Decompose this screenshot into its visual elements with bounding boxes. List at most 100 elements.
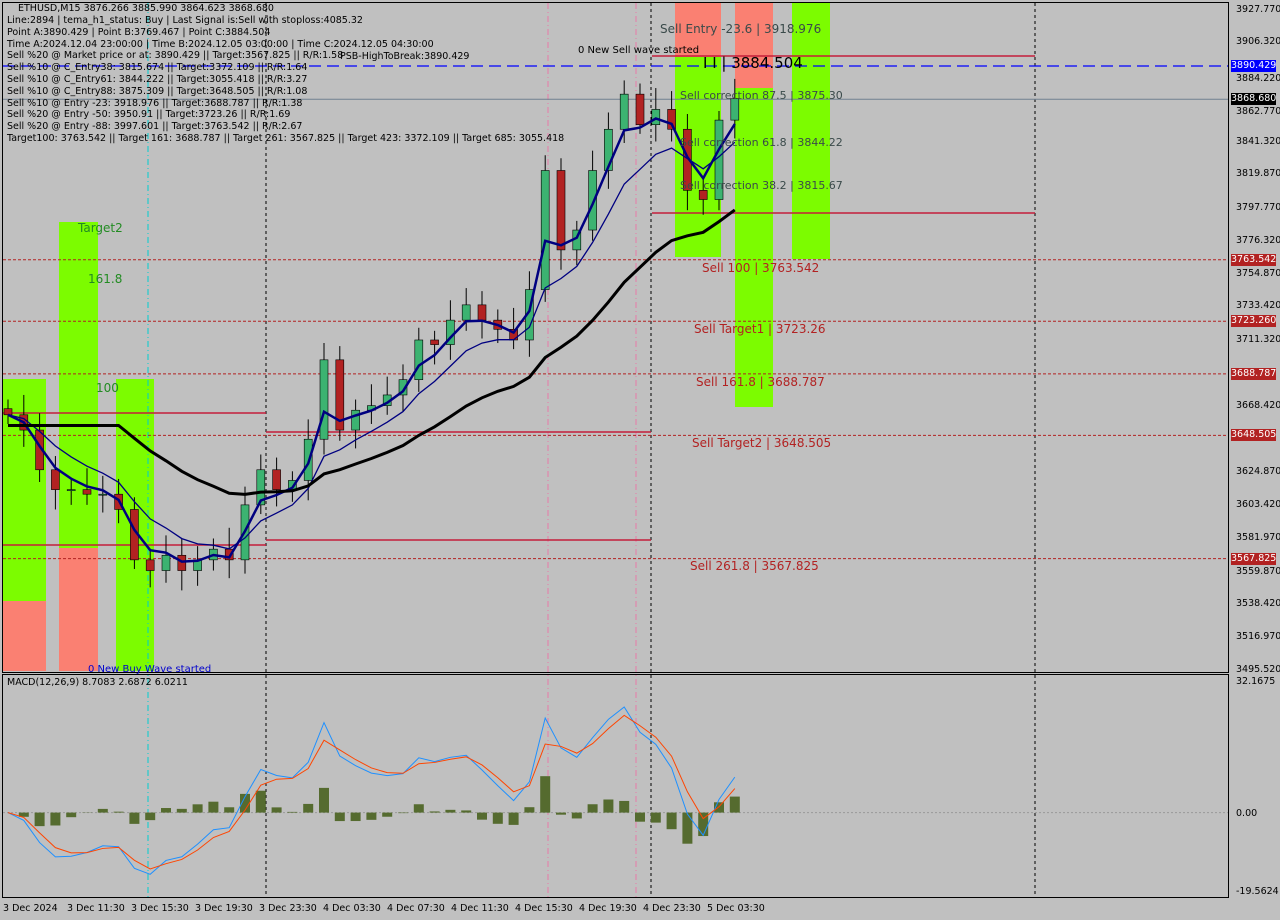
macd-line	[7, 706, 736, 875]
macd-histogram-bar	[240, 793, 250, 813]
macd-histogram-bar	[666, 812, 677, 830]
fast-ma-line	[7, 117, 736, 563]
candle-body	[66, 489, 76, 491]
correction-618-label: Sell correction 61.8 | 3844.22	[680, 136, 843, 149]
x-tick-label: 3 Dec 2024	[3, 903, 58, 914]
macd-histogram-bar	[477, 812, 487, 820]
candle-body	[398, 379, 408, 396]
info-line: Time A:2024.12.04 23:00:00 | Time B:2024…	[7, 38, 434, 50]
y-tick-label: 3624.870	[1236, 465, 1280, 477]
ma-200-line	[8, 208, 736, 496]
info-line: Sell %10 @ C_Entry61: 3844.222 || Target…	[7, 74, 308, 85]
sell-entry-label: Sell Entry -23.6 | 3918.976	[660, 22, 822, 36]
y-tick-label: 3754.870	[1236, 267, 1280, 279]
price-tag: 3723.260	[1231, 315, 1277, 328]
candle-body	[619, 93, 629, 130]
candle-body	[272, 469, 281, 490]
candle-body	[588, 170, 597, 231]
macd-histogram-bar	[18, 812, 29, 817]
macd-histogram-bar	[571, 812, 582, 819]
info-line: Sell %20 @ Entry -88: 3997.601 || Target…	[7, 121, 303, 133]
y-tick-label: 3733.420	[1236, 300, 1280, 312]
macd-histogram-bar	[492, 812, 503, 824]
x-tick-label: 4 Dec 07:30	[387, 903, 445, 914]
y-tick-label: 3711.320	[1236, 333, 1280, 345]
candle-body	[98, 493, 108, 496]
y-tick-label: 3862.770	[1236, 106, 1280, 118]
macd-histogram-bar	[635, 812, 645, 822]
signal-zone	[675, 3, 721, 57]
price-tag: 3890.429	[1231, 60, 1277, 73]
candle-body	[635, 93, 645, 125]
macd-histogram-bar	[540, 776, 551, 813]
target2-label: Target2	[78, 221, 123, 235]
macd-tick-zero: 0.00	[1236, 808, 1258, 819]
point-c-label: I I | 3884.504	[703, 54, 803, 72]
candle-body	[540, 170, 550, 290]
correction-875-label: Sell correction 87.5 | 3875.30	[680, 89, 843, 102]
macd-histogram-bar	[603, 799, 614, 813]
sell-target2-label: Sell Target2 | 3648.505	[692, 436, 832, 450]
macd-histogram-bar	[145, 812, 156, 821]
price-tag: 3688.787	[1231, 367, 1277, 380]
candle-body	[730, 98, 740, 121]
y-tick-label: 3495.520	[1236, 663, 1280, 675]
candle-body	[556, 170, 566, 251]
sell-target1-label: Sell Target1 | 3723.26	[694, 322, 826, 336]
x-tick-label: 3 Dec 15:30	[131, 903, 189, 914]
price-tag: 3648.505	[1231, 429, 1277, 442]
buy-wave-label: 0 New Buy Wave started	[88, 664, 212, 675]
macd-histogram-bar	[366, 812, 377, 820]
price-tag: 3763.542	[1231, 253, 1277, 266]
info-line: Sell %10 @ Entry -23: 3918.976 || Target…	[7, 97, 303, 109]
y-tick-label: 3906.320	[1236, 36, 1280, 48]
info-line: Point A:3890.429 | Point B:3769.467 | Po…	[7, 26, 271, 38]
signal-zone	[3, 601, 46, 671]
signal-zone	[735, 3, 773, 88]
macd-histogram-bar	[50, 812, 61, 826]
info-line: Sell %10 @ C_Entry38: 3815.674 || Target…	[7, 62, 308, 74]
macd-label: MACD(12,26,9) 8.7083 2.6872 6.0211	[7, 677, 188, 688]
price-tag: 3567.825	[1231, 552, 1277, 565]
candle-body	[667, 109, 676, 130]
macd-tick-max: 32.1675	[1236, 676, 1276, 687]
x-tick-label: 3 Dec 11:30	[67, 903, 125, 914]
mid-ma-line	[7, 141, 736, 550]
y-tick-label: 3603.420	[1236, 498, 1280, 510]
macd-histogram-bar	[461, 810, 472, 813]
info-line: Target100: 3763.542 || Target 161: 3688.…	[7, 133, 565, 144]
correction-382-label: Sell correction 38.2 | 3815.67	[680, 179, 843, 192]
macd-histogram-bar	[587, 804, 598, 813]
y-tick-label: 3841.320	[1236, 135, 1280, 147]
macd-histogram-bar	[398, 812, 408, 814]
candle-body	[477, 304, 487, 321]
macd-histogram-bar	[287, 811, 298, 813]
x-tick-label: 3 Dec 19:30	[195, 903, 253, 914]
macd-histogram-bar	[682, 812, 693, 844]
macd-histogram-bar	[334, 812, 345, 822]
candle-body	[145, 559, 155, 571]
candle-body	[161, 554, 171, 571]
macd-histogram-bar	[255, 790, 266, 813]
sell-2618-label: Sell 261.8 | 3567.825	[690, 559, 819, 573]
candle-body	[3, 408, 13, 416]
candle-body	[651, 109, 661, 125]
macd-histogram-bar	[34, 812, 45, 827]
macd-histogram-bar	[319, 787, 329, 813]
signal-zone	[792, 3, 830, 259]
macd-histogram-bar	[161, 808, 171, 813]
y-tick-label: 3884.220	[1236, 73, 1280, 85]
info-line: Sell %10 @ C_Entry88: 3875.309 || Target…	[7, 85, 308, 97]
macd-histogram-bar	[129, 812, 140, 824]
info-line: Line:2894 | tema_h1_status: Buy | Last S…	[7, 15, 363, 26]
candle-body	[698, 190, 708, 200]
x-tick-label: 5 Dec 03:30	[707, 903, 765, 914]
macd-histogram-bar	[176, 808, 187, 813]
signal-zone	[735, 88, 773, 407]
macd-histogram-bar	[303, 803, 314, 813]
candle-body	[51, 469, 60, 490]
x-tick-label: 4 Dec 03:30	[323, 903, 381, 914]
x-tick-label: 4 Dec 19:30	[579, 903, 637, 914]
